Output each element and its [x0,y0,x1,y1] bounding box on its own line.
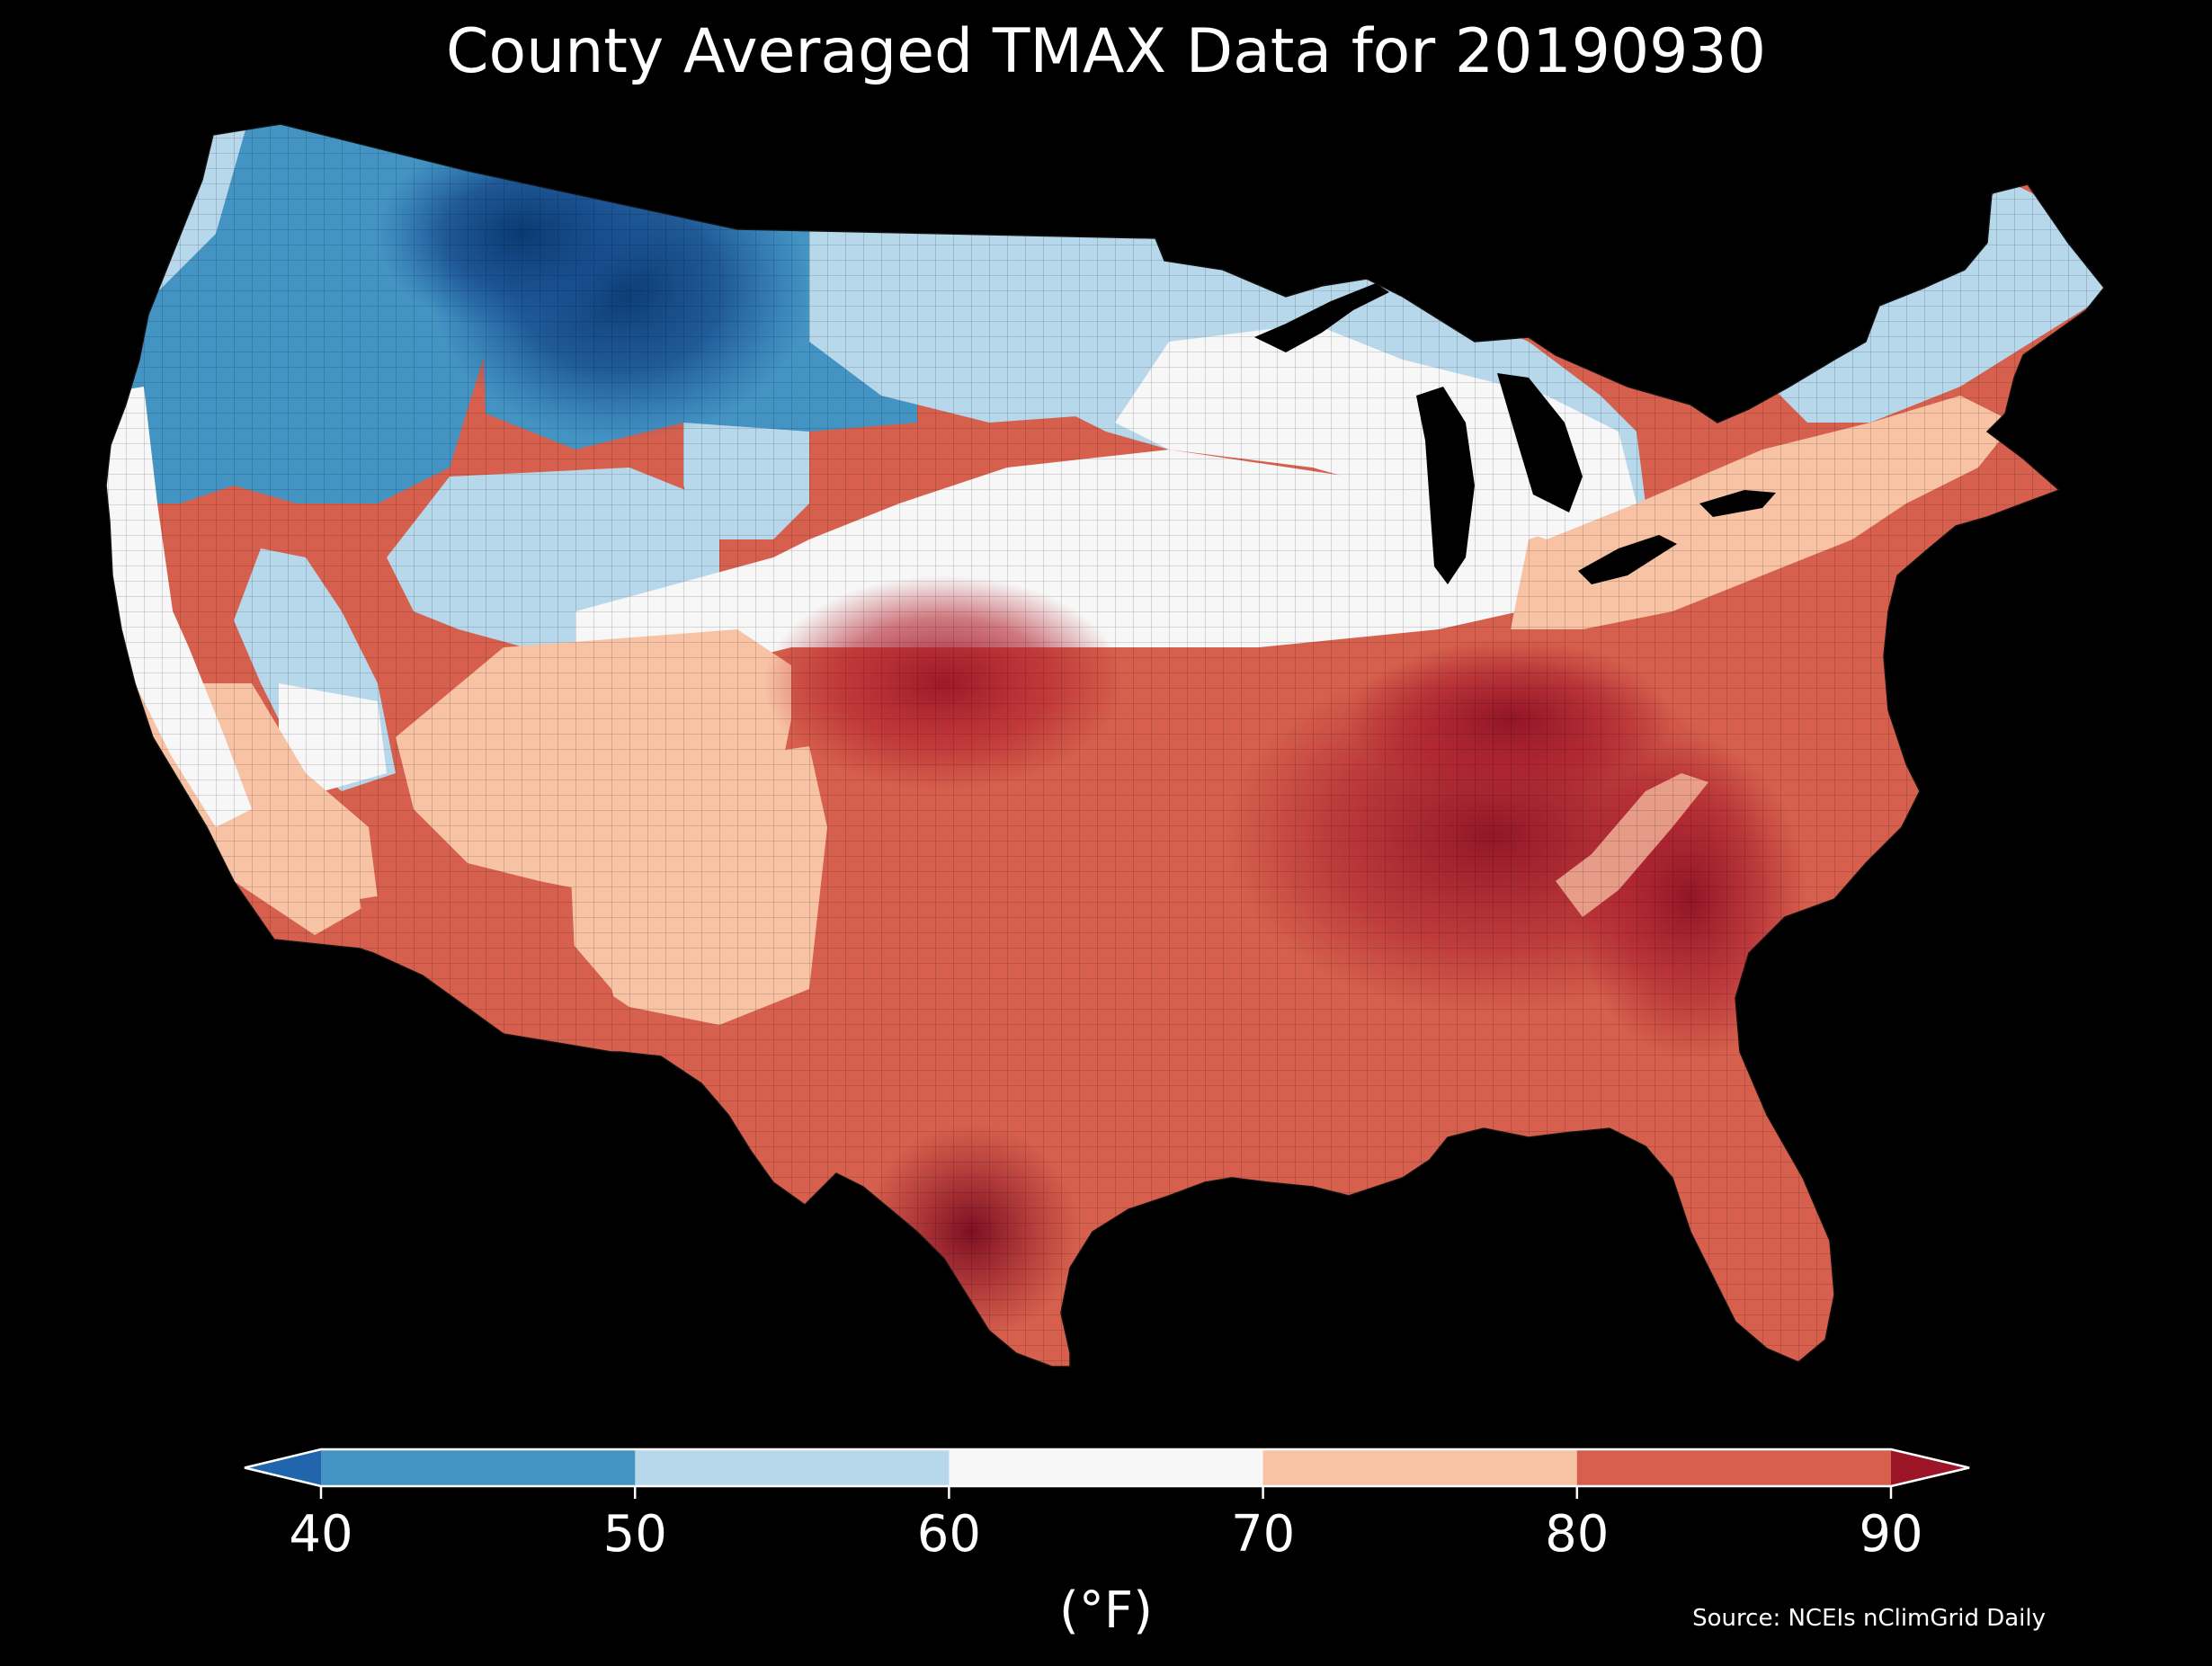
colorbar-bin [321,1449,636,1486]
lake-huron [1497,373,1583,512]
colorbar-bin [949,1449,1264,1486]
colorbar-bin [635,1449,950,1486]
source-note: Source: NCEIs nClimGrid Daily [1692,1605,2046,1632]
colorbar-bin [1262,1449,1578,1486]
colorbar-extend-high [1891,1449,1969,1486]
colorbar-tick-label: 60 [917,1505,981,1564]
colorbar-ticks: 40 50 60 70 80 90 [289,1486,1923,1564]
colorbar-tick-label: 90 [1859,1505,1922,1564]
colorbar-unit-label: (°F) [1059,1581,1153,1640]
lake-superior [1254,283,1389,352]
lake-erie [1578,535,1677,584]
colorbar-tick-label: 50 [603,1505,667,1564]
colorbar-tick-label: 40 [289,1505,352,1564]
figure-title: County Averaged TMAX Data for 20190930 [446,16,1766,87]
lake-ontario [1699,490,1776,517]
colorbar-bins [245,1449,1969,1486]
colorbar-bin [1576,1449,1892,1486]
lake-michigan [1416,387,1475,584]
colorbar-extend-low [245,1449,321,1486]
colorbar: 40 50 60 70 80 90 (°F) [244,1448,1970,1640]
colorbar-tick-label: 70 [1231,1505,1295,1564]
colorbar-tick-label: 80 [1545,1505,1609,1564]
